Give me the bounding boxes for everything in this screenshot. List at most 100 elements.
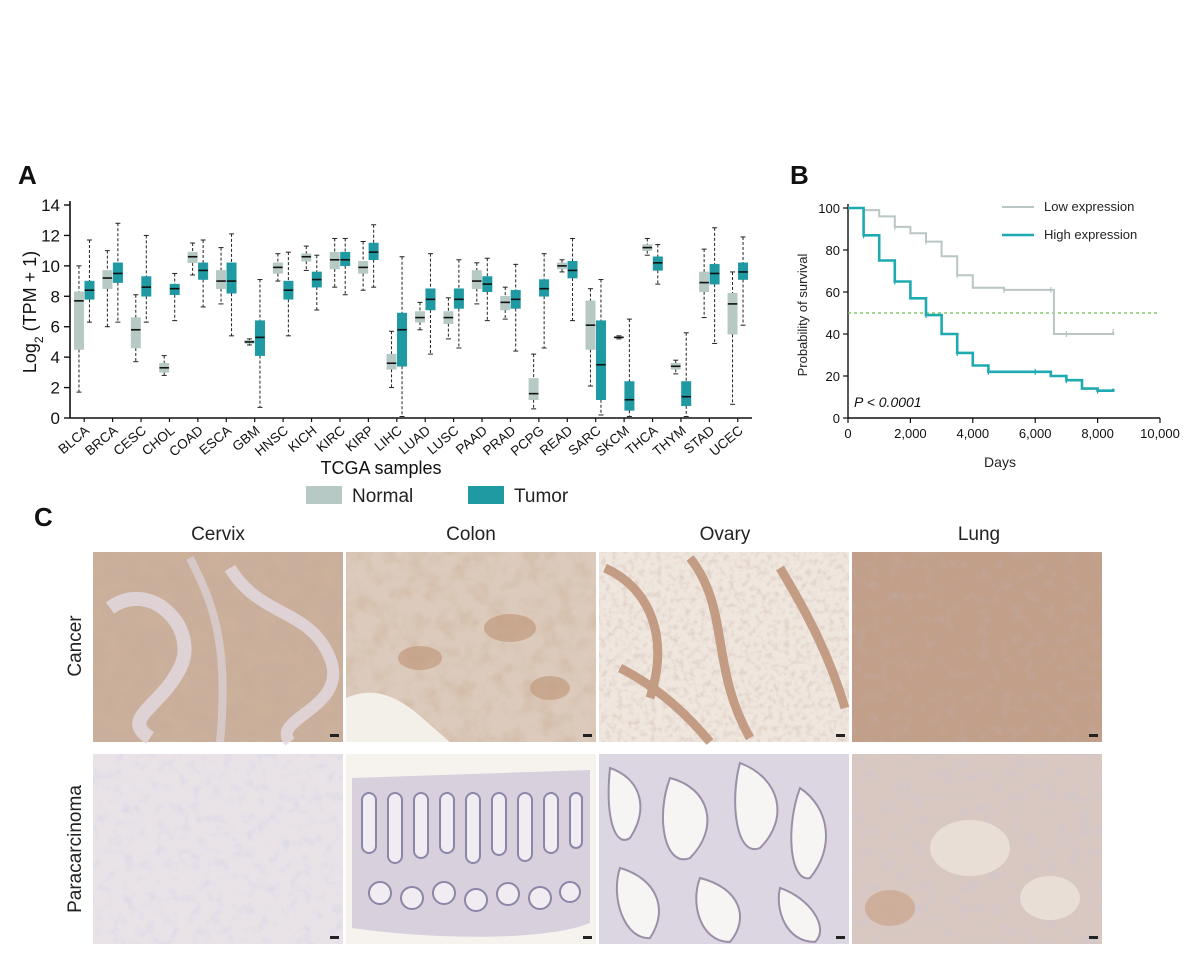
row-label-cancer: Cancer (65, 615, 86, 677)
survival-curve-low (848, 207, 1115, 335)
box-normal (585, 288, 596, 387)
box-normal (272, 253, 283, 282)
box-normal (500, 286, 511, 320)
box-tumor (624, 318, 635, 417)
box-body (102, 270, 113, 289)
box-normal (329, 237, 340, 288)
box-body (73, 291, 84, 350)
image-ovary-paracarcinoma (599, 754, 849, 944)
box-normal (443, 297, 454, 340)
box-tumor (482, 257, 493, 322)
box-normal (244, 338, 255, 346)
box-body (624, 381, 635, 411)
boxplot-y-axis-label: Log2 (TPM + 1) (20, 251, 46, 373)
box-body (595, 320, 606, 400)
boxplot-y-tick-label: 6 (51, 318, 60, 337)
legend-label-low: Low expression (1044, 199, 1134, 214)
box-body (130, 317, 141, 349)
legend-swatch-tumor (468, 486, 504, 504)
box-tumor (425, 253, 436, 355)
boxplot-y-tick-label: 10 (41, 257, 60, 276)
boxplot-x-tick-label: KICH (285, 423, 319, 455)
box-normal (301, 245, 312, 271)
survival-x-axis-label: Days (984, 454, 1016, 470)
box-tumor (141, 234, 152, 323)
box-tumor (510, 263, 521, 352)
image-ovary-cancer (599, 552, 850, 745)
survival-x-tick-label: 10,000 (1140, 426, 1180, 441)
survival-y-tick-label: 100 (818, 201, 840, 216)
panel-label-b: B (790, 160, 809, 190)
survival-y-tick-label: 0 (833, 411, 840, 426)
survival-x-tick-label: 0 (844, 426, 851, 441)
p-value-annotation: P < 0.0001 (854, 394, 922, 410)
box-normal (727, 271, 738, 405)
box-tumor (567, 237, 578, 322)
box-tumor (311, 254, 322, 311)
box-tumor (340, 237, 351, 296)
box-body (471, 270, 482, 289)
image-colon-cancer (346, 552, 596, 742)
box-normal (73, 265, 84, 393)
box-tumor (397, 256, 408, 417)
box-tumor (681, 332, 692, 417)
box-tumor (453, 259, 464, 349)
box-body (386, 353, 397, 370)
legend-label-normal: Normal (352, 486, 413, 507)
legend-label-high: High expression (1044, 227, 1137, 242)
column-label-cervix: Cervix (191, 524, 245, 545)
boxplot-x-tick-label: THYM (650, 423, 689, 459)
boxplot-x-tick-label: PCPG (508, 423, 547, 459)
box-tumor (198, 239, 209, 308)
boxplot-y-tick-label: 8 (51, 287, 60, 306)
box-normal (528, 353, 539, 410)
box-normal (187, 242, 198, 276)
survival-curve-high (848, 206, 1115, 392)
box-body (681, 381, 692, 407)
box-normal (699, 248, 710, 319)
box-normal (642, 237, 653, 256)
box-normal (386, 330, 397, 389)
box-tumor (709, 227, 720, 344)
survival-x-tick-label: 8,000 (1081, 426, 1114, 441)
boxplot-y-tick-label: 2 (51, 379, 60, 398)
boxplot-x-tick-label: LUAD (396, 423, 433, 458)
boxplot-x-tick-label: UCEC (707, 423, 746, 459)
box-normal (358, 241, 369, 291)
box-tumor (169, 272, 180, 322)
column-label-colon: Colon (446, 524, 496, 545)
box-body (216, 270, 227, 289)
survival-y-tick-label: 60 (826, 285, 840, 300)
box-tumor (226, 233, 237, 337)
image-colon-paracarcinoma (346, 754, 596, 944)
boxplot-x-tick-label: KIRC (314, 423, 349, 455)
box-body (226, 262, 237, 294)
boxplot-x-tick-label: KIRP (343, 423, 377, 455)
box-tumor (368, 224, 379, 288)
box-normal (102, 250, 113, 328)
box-body (528, 378, 539, 400)
column-label-ovary: Ovary (699, 524, 751, 545)
box-tumor (254, 279, 265, 408)
box-tumor (283, 251, 294, 337)
survival-x-tick-label: 6,000 (1019, 426, 1052, 441)
box-tumor (84, 239, 95, 323)
panel-label-c: C (34, 502, 53, 532)
survival-y-tick-label: 20 (826, 369, 840, 384)
survival-x-tick-label: 2,000 (894, 426, 927, 441)
box-normal (613, 335, 624, 340)
panel-label-a: A (18, 160, 37, 190)
box-tumor (539, 253, 550, 349)
boxplot-x-axis-label: TCGA samples (320, 458, 441, 478)
image-cervix-paracarcinoma (93, 754, 343, 944)
tissue-image-grid (93, 552, 1102, 944)
survival-y-axis-label: Probability of survival (795, 253, 810, 376)
survival-y-tick-label: 80 (826, 243, 840, 258)
boxplot-y-tick-label: 4 (51, 348, 60, 367)
survival-x-tick-label: 4,000 (957, 426, 990, 441)
box-tumor (652, 244, 663, 285)
boxplot-legend: Normal Tumor (306, 486, 569, 507)
